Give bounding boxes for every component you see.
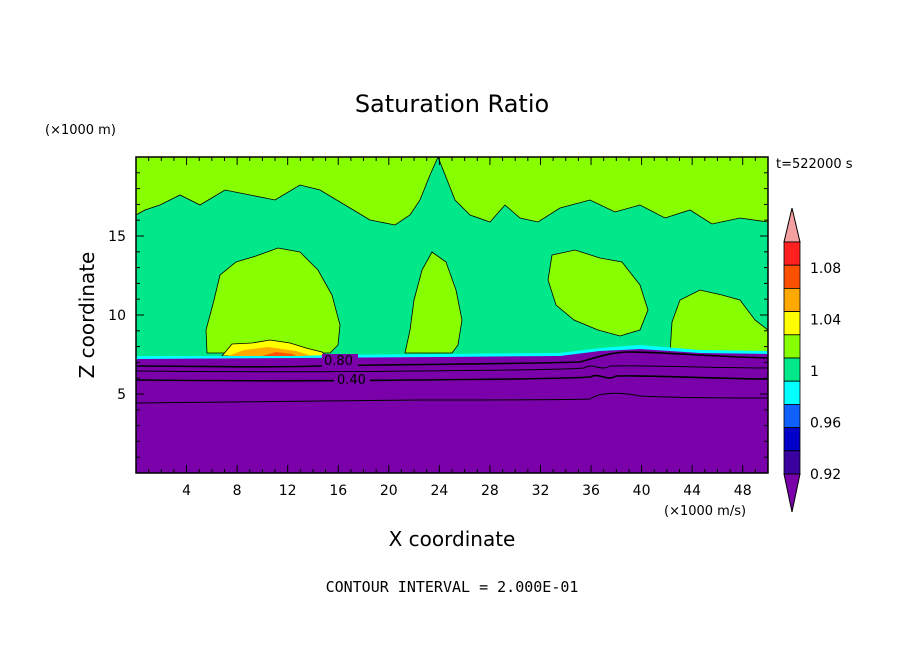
colorbar-top-arrow <box>783 207 801 243</box>
colorbar-label: 1 <box>810 364 819 380</box>
colorbar-segment <box>783 311 801 336</box>
moist-region-upper-left <box>136 157 439 226</box>
contour-line-0.6 <box>136 365 768 373</box>
contour-label-0.8: 0.80 <box>324 354 353 369</box>
y-axis: 5 10 15 <box>108 172 768 458</box>
contour-interval-footer: CONTOUR INTERVAL = 2.000E-01 <box>326 578 579 596</box>
colorbar: 0.92 0.96 1 1.04 1.08 <box>783 207 841 513</box>
plot-field: 0.80 0.40 <box>136 157 768 473</box>
x-tick-label: 4 <box>182 483 191 499</box>
y-axis-label: Z coordinate <box>75 252 99 379</box>
moist-region-lower-left <box>205 247 341 354</box>
x-tick-label: 28 <box>481 483 499 499</box>
colorbar-segment <box>783 241 801 266</box>
x-axis: 4 8 12 16 20 24 28 32 36 40 44 48 <box>148 157 756 499</box>
colorbar-label: 0.96 <box>810 415 841 431</box>
contour-label-bg-0.8 <box>322 354 358 367</box>
x-tick-label: 40 <box>633 483 651 499</box>
time-label: t=522000 s <box>776 157 853 172</box>
x-tick-label: 20 <box>380 483 398 499</box>
x-axis-label: X coordinate <box>389 527 516 551</box>
x-tick-label: 8 <box>233 483 242 499</box>
x-tick-label: 48 <box>734 483 752 499</box>
y-tick-label: 10 <box>108 308 126 324</box>
x-tick-label: 44 <box>683 483 701 499</box>
colorbar-label: 0.92 <box>810 467 841 483</box>
colorbar-segment <box>783 334 801 359</box>
dry-layer <box>136 349 768 473</box>
contour-label-0.4: 0.40 <box>337 373 366 388</box>
x-tick-label: 36 <box>582 483 600 499</box>
contour-line-0.2 <box>136 392 768 404</box>
x-tick-label: 12 <box>279 483 297 499</box>
moist-region-lower-center <box>404 251 463 354</box>
colorbar-label: 1.08 <box>810 261 841 277</box>
x-tick-label: 16 <box>329 483 347 499</box>
colorbar-segment <box>783 450 801 475</box>
chart-title: Saturation Ratio <box>355 90 549 118</box>
colorbar-label: 1.04 <box>810 312 841 328</box>
supersat-patch-orange <box>228 347 312 356</box>
y-unit-label: (×1000 m) <box>45 123 116 138</box>
y-tick-label: 15 <box>108 229 126 245</box>
colorbar-segment <box>783 380 801 405</box>
x-tick-label: 32 <box>532 483 550 499</box>
y-tick-label: 5 <box>117 387 126 403</box>
x-unit-label: (×1000 m/s) <box>664 504 746 519</box>
contour-label-bg-0.4 <box>334 372 370 385</box>
colorbar-segment <box>783 357 801 382</box>
moist-region-far-right <box>669 289 768 354</box>
colorbar-segment <box>783 287 801 312</box>
colorbar-bottom-arrow <box>783 473 801 513</box>
x-tick-label: 24 <box>430 483 448 499</box>
colorbar-segment <box>783 403 801 428</box>
colorbar-segment <box>783 427 801 452</box>
moist-region-lower-right <box>547 249 649 337</box>
moist-region-upper-middle <box>437 157 768 225</box>
colorbar-segment <box>783 264 801 289</box>
contour-line-0.4 <box>136 374 768 382</box>
supersat-patch-red <box>262 352 296 356</box>
contour-line-0.8 <box>136 351 768 368</box>
